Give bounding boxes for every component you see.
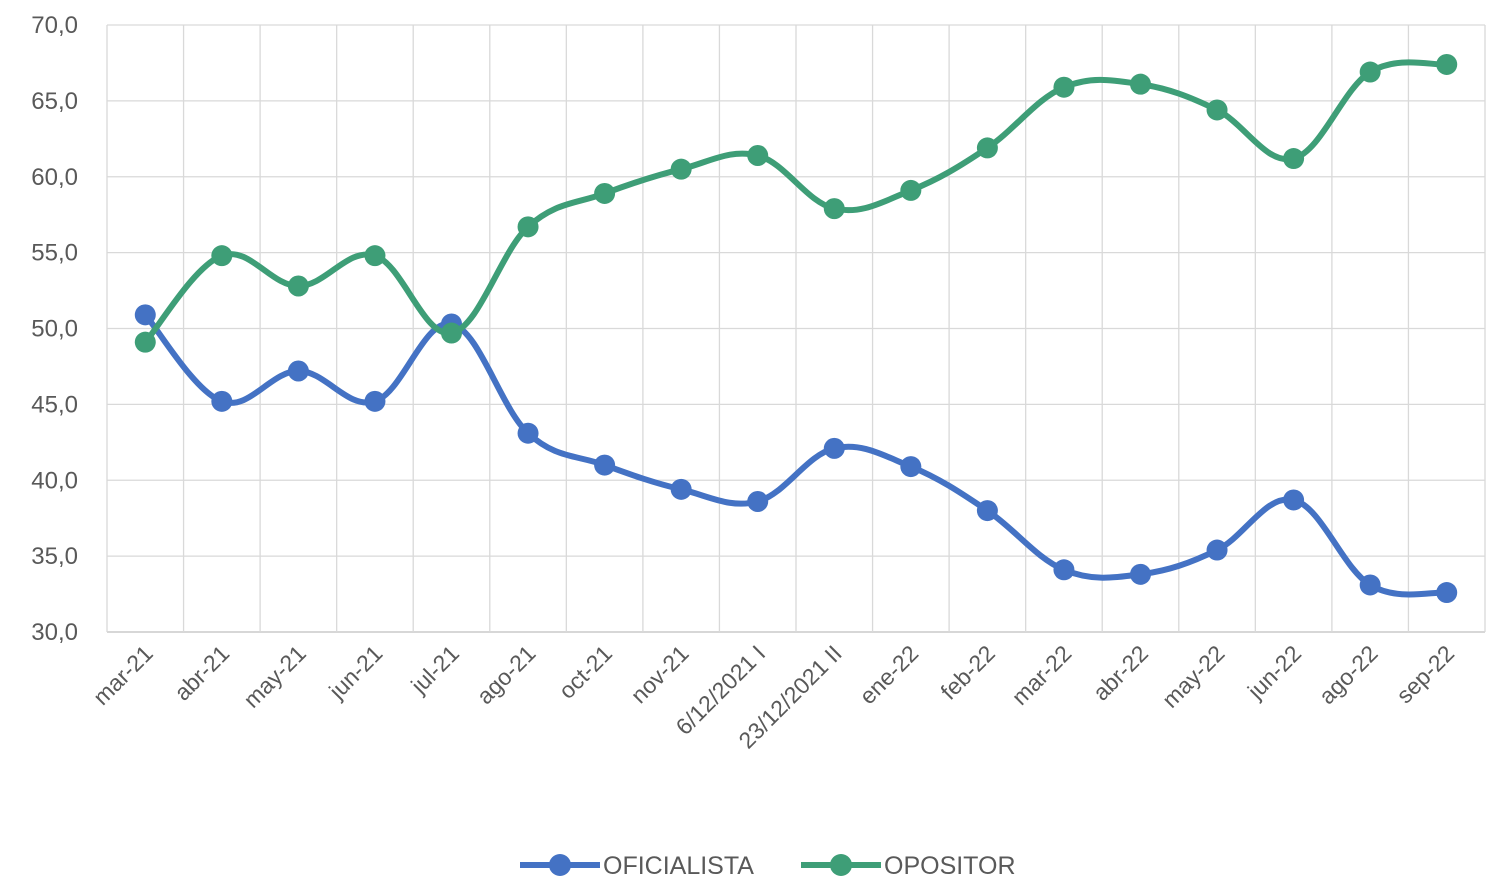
y-tick-label: 50,0 [31, 316, 78, 343]
data-point-oficialista [823, 437, 845, 459]
data-point-opositor [747, 145, 769, 167]
data-point-oficialista [1206, 539, 1228, 561]
x-tick-label: ene-22 [854, 640, 923, 709]
data-point-oficialista [747, 490, 769, 512]
legend: OFICIALISTA OPOSITOR [520, 852, 1016, 880]
data-point-oficialista [1283, 489, 1305, 511]
data-point-oficialista [670, 478, 692, 500]
data-point-oficialista [900, 456, 922, 478]
x-tick-label: may-22 [1157, 640, 1230, 713]
data-point-opositor [594, 182, 616, 204]
data-point-opositor [1053, 76, 1075, 98]
data-point-opositor [1436, 53, 1458, 75]
data-point-oficialista [364, 390, 386, 412]
legend-label-oficialista: OFICIALISTA [603, 852, 754, 880]
series-line-opositor [142, 59, 1450, 346]
data-point-opositor [517, 216, 539, 238]
data-point-opositor [287, 275, 309, 297]
legend-label-opositor: OPOSITOR [884, 852, 1016, 880]
x-tick-label: oct-21 [554, 640, 618, 704]
y-tick-label: 45,0 [31, 391, 78, 418]
data-point-opositor [364, 245, 386, 267]
data-point-oficialista [287, 360, 309, 382]
legend-marker-opositor [830, 854, 852, 876]
x-tick-label: feb-22 [935, 640, 1000, 705]
y-tick-label: 35,0 [31, 543, 78, 570]
data-point-opositor [1206, 99, 1228, 121]
data-point-opositor [1359, 61, 1381, 83]
x-tick-label: jun-21 [323, 640, 387, 704]
y-tick-label: 30,0 [31, 619, 78, 646]
data-point-opositor [1130, 73, 1151, 95]
x-tick-label: ago-22 [1314, 640, 1383, 709]
data-point-oficialista [1053, 559, 1075, 581]
data-point-opositor [900, 179, 922, 201]
x-tick-label: sep-22 [1391, 640, 1459, 708]
x-tick-label: mar-22 [1007, 640, 1077, 710]
x-axis-tick-labels: mar-21 abr-21 may-21 jun-21 jul-21 ago-21 oct-… [88, 640, 1459, 753]
x-tick-label: abr-21 [169, 640, 234, 705]
data-point-opositor [211, 245, 233, 267]
x-tick-label: ago-21 [472, 640, 541, 709]
y-tick-label: 70,0 [31, 12, 78, 39]
legend-marker-oficialista [549, 854, 571, 876]
data-point-opositor [670, 158, 692, 180]
y-tick-label: 40,0 [31, 467, 78, 494]
y-tick-label: 65,0 [31, 88, 78, 115]
x-tick-label: jun-22 [1242, 640, 1306, 704]
grid-lines [106, 24, 1486, 633]
data-point-oficialista [517, 422, 539, 444]
series-layer [134, 53, 1458, 604]
data-point-oficialista [134, 304, 156, 326]
y-tick-label: 55,0 [31, 240, 78, 267]
x-tick-label: abr-22 [1088, 640, 1153, 705]
data-point-oficialista [1436, 582, 1458, 604]
x-tick-label: may-21 [238, 640, 311, 713]
data-point-opositor [976, 137, 998, 159]
y-tick-label: 60,0 [31, 164, 78, 191]
y-axis-tick-labels: 30,0 35,0 40,0 45,0 50,0 55,0 60,0 65,0 70,0 [31, 12, 78, 646]
data-point-oficialista [1130, 563, 1151, 585]
data-point-opositor [1283, 148, 1305, 170]
data-point-oficialista [976, 500, 998, 522]
data-point-oficialista [594, 454, 616, 476]
series-line-oficialista [142, 311, 1450, 598]
data-point-oficialista [211, 390, 233, 412]
data-point-opositor [441, 322, 462, 344]
x-tick-label: jul-21 [405, 640, 464, 699]
data-point-opositor [823, 198, 845, 220]
data-point-oficialista [1359, 574, 1381, 596]
data-point-opositor [134, 331, 156, 353]
x-tick-label: mar-21 [88, 640, 158, 710]
x-tick-label: nov-21 [626, 640, 694, 708]
